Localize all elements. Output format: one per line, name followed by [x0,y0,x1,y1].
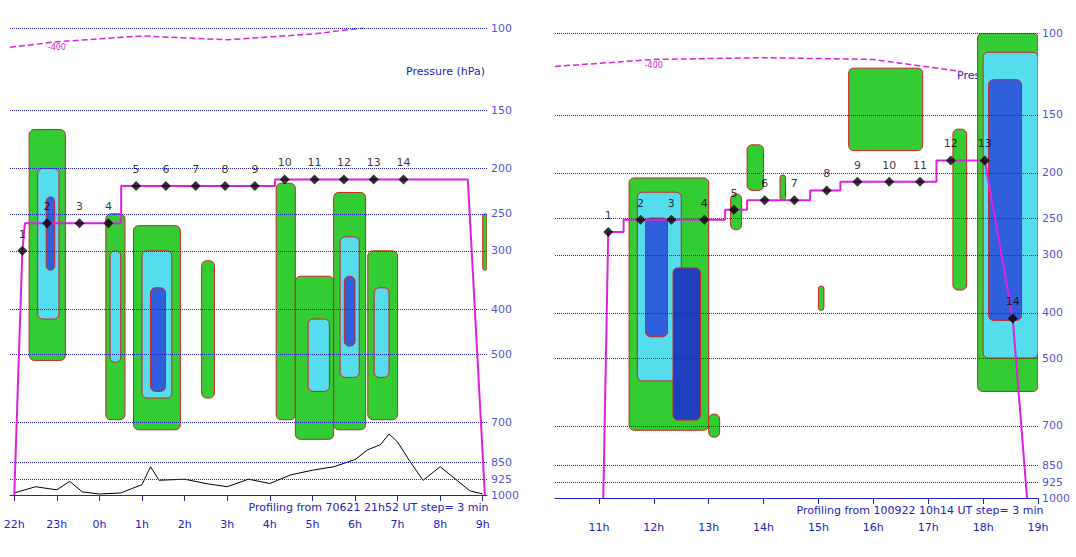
svg-text:850: 850 [1042,459,1063,472]
svg-text:400: 400 [1042,306,1063,319]
svg-text:12: 12 [337,156,351,169]
svg-text:4h: 4h [263,518,277,531]
svg-text:2h: 2h [178,518,192,531]
svg-text:9: 9 [854,159,861,172]
svg-text:100: 100 [491,22,512,35]
svg-text:14: 14 [397,156,411,169]
svg-text:19h: 19h [1028,521,1049,534]
svg-text:-400: -400 [645,61,663,70]
svg-text:1000: 1000 [1042,492,1070,505]
svg-text:6h: 6h [348,518,362,531]
svg-text:7h: 7h [391,518,405,531]
svg-text:12: 12 [944,137,958,150]
svg-text:3: 3 [76,200,83,213]
svg-text:13: 13 [978,137,992,150]
svg-text:1000: 1000 [491,489,519,502]
svg-text:15h: 15h [808,521,829,534]
svg-text:23h: 23h [46,518,67,531]
svg-text:150: 150 [491,104,512,117]
svg-text:Pressure (hPa): Pressure (hPa) [406,65,485,78]
svg-text:200: 200 [1042,166,1063,179]
svg-text:2: 2 [637,197,644,210]
svg-text:17h: 17h [918,521,939,534]
svg-text:150: 150 [1042,108,1063,121]
svg-text:8h: 8h [433,518,447,531]
svg-text:5: 5 [730,187,737,200]
svg-text:300: 300 [491,244,512,257]
svg-text:13: 13 [367,156,381,169]
svg-text:250: 250 [1042,212,1063,225]
svg-text:100: 100 [1042,27,1063,40]
svg-text:10: 10 [882,159,896,172]
svg-text:9h: 9h [476,518,490,531]
svg-text:9: 9 [251,163,258,176]
svg-text:Profiling from 100922 10h14 UT: Profiling from 100922 10h14 UT step= 3 m… [796,504,1043,517]
svg-text:1: 1 [605,209,612,222]
svg-text:7: 7 [791,177,798,190]
svg-text:5: 5 [133,163,140,176]
svg-text:10: 10 [278,156,292,169]
svg-text:300: 300 [1042,248,1063,261]
svg-text:1h: 1h [135,518,149,531]
svg-text:11h: 11h [588,521,609,534]
svg-text:0h: 0h [92,518,106,531]
svg-text:16h: 16h [863,521,884,534]
svg-text:500: 500 [491,348,512,361]
svg-text:-400: -400 [48,43,66,52]
svg-text:4: 4 [701,197,708,210]
svg-text:925: 925 [1042,476,1063,489]
svg-text:2: 2 [44,200,51,213]
svg-text:6: 6 [162,163,169,176]
svg-text:500: 500 [1042,352,1063,365]
svg-text:8: 8 [823,167,830,180]
svg-text:13h: 13h [698,521,719,534]
svg-text:11: 11 [308,156,322,169]
svg-text:200: 200 [491,162,512,175]
svg-text:22h: 22h [4,518,25,531]
svg-text:400: 400 [491,303,512,316]
svg-text:12h: 12h [643,521,664,534]
svg-text:18h: 18h [973,521,994,534]
svg-text:3: 3 [668,197,675,210]
svg-text:14h: 14h [753,521,774,534]
svg-text:Profiling from 70621 21h52 UT: Profiling from 70621 21h52 UT step= 3 mi… [248,501,488,514]
svg-text:14: 14 [1006,295,1020,308]
svg-text:8: 8 [222,163,229,176]
svg-text:1: 1 [19,228,26,241]
svg-text:925: 925 [491,473,512,486]
svg-text:700: 700 [491,416,512,429]
svg-text:5h: 5h [305,518,319,531]
svg-text:6: 6 [761,177,768,190]
svg-text:4: 4 [105,200,112,213]
svg-text:250: 250 [491,207,512,220]
svg-text:7: 7 [192,163,199,176]
svg-text:700: 700 [1042,419,1063,432]
svg-text:3h: 3h [220,518,234,531]
svg-text:11: 11 [913,159,927,172]
svg-text:850: 850 [491,456,512,469]
